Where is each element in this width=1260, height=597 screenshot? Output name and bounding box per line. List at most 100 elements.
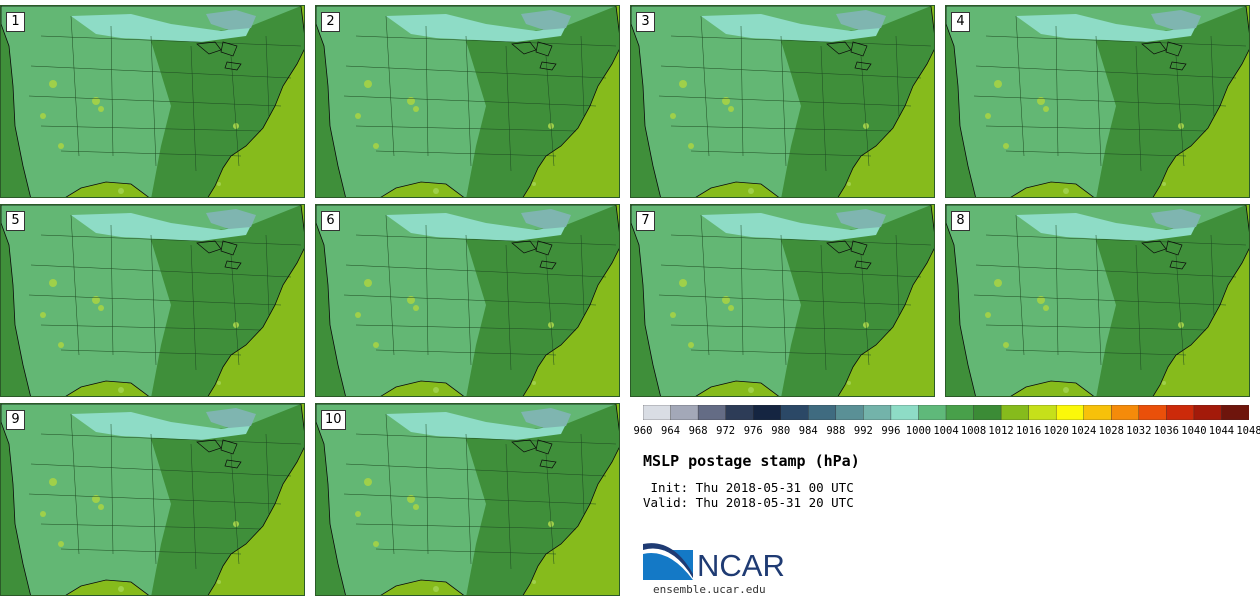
pressure-blob <box>407 296 415 304</box>
pressure-blob <box>92 296 100 304</box>
colorbar-segment <box>725 405 754 420</box>
state-border <box>1005 150 1187 157</box>
state-border <box>30 463 292 477</box>
state-border <box>150 433 157 565</box>
pressure-blob <box>847 182 851 186</box>
state-border <box>700 15 710 157</box>
state-border <box>658 294 912 306</box>
state-border <box>1135 45 1142 172</box>
state-border <box>1005 349 1187 356</box>
state-border <box>658 95 912 107</box>
state-border <box>30 65 292 79</box>
colorbar-tick: 992 <box>853 425 873 437</box>
chart-title: MSLP postage stamp (hPa) <box>643 452 860 470</box>
colorbar-segment <box>1028 405 1057 420</box>
state-border <box>1015 15 1025 157</box>
colorbar-tick: 1044 <box>1208 425 1235 437</box>
pressure-blob <box>98 504 104 510</box>
state-border <box>465 433 472 565</box>
low-pressure-area <box>386 412 566 440</box>
state-border <box>425 224 429 356</box>
pressure-blob <box>985 113 991 119</box>
colorbar-tick: 980 <box>771 425 791 437</box>
state-border <box>343 493 597 505</box>
low-pressure-area <box>701 213 881 241</box>
state-border <box>385 214 395 356</box>
site-url: ensemble.ucar.edu <box>653 583 766 596</box>
low-pressure-area <box>71 213 251 241</box>
state-border <box>700 214 710 356</box>
state-border <box>985 324 1207 331</box>
valid-time: Valid: Thu 2018-05-31 20 UTC <box>643 495 854 510</box>
state-border <box>343 95 597 107</box>
pressure-blob <box>40 113 46 119</box>
state-border <box>1095 234 1102 366</box>
stamp-panel: 10 <box>315 403 620 596</box>
pressure-blob <box>532 580 536 584</box>
pressure-blob <box>58 541 64 547</box>
stamp-map <box>946 205 1249 396</box>
pressure-band-east <box>466 205 619 396</box>
colorbar-segment <box>697 405 727 420</box>
state-border <box>670 35 932 47</box>
state-border <box>505 443 512 570</box>
coastline <box>1 404 304 595</box>
state-border <box>973 294 1227 306</box>
coastline <box>946 6 1249 197</box>
state-border <box>1015 214 1025 356</box>
coastline <box>1 205 304 396</box>
state-border <box>1135 244 1142 371</box>
colorbar-segment <box>945 405 975 420</box>
state-border <box>545 254 555 366</box>
stamp-panel: 1 <box>0 5 305 198</box>
pressure-blob <box>58 342 64 348</box>
state-border <box>40 324 262 331</box>
colorbar-tick: 1048 <box>1236 425 1260 437</box>
stamp-map <box>1 205 304 396</box>
state-border <box>580 234 585 316</box>
pressure-blob <box>670 312 676 318</box>
low-pressure-area <box>1016 213 1196 241</box>
state-border <box>230 254 240 366</box>
pressure-band-west <box>1 24 31 197</box>
state-border <box>580 433 585 515</box>
state-border <box>40 523 262 530</box>
pressure-blob <box>118 188 124 194</box>
init-time: Init: Thu 2018-05-31 00 UTC <box>643 480 854 495</box>
state-border <box>345 463 607 477</box>
low-pressure-core <box>521 209 571 229</box>
stamp-map <box>316 205 619 396</box>
colorbar-tick: 1016 <box>1015 425 1042 437</box>
state-border <box>30 264 292 278</box>
state-border <box>345 264 607 278</box>
stamp-map <box>1 6 304 197</box>
coastline <box>1 6 304 197</box>
colorbar-segment <box>1055 405 1085 420</box>
state-border <box>355 234 617 246</box>
colorbar-tick: 968 <box>688 425 708 437</box>
pressure-band-east <box>781 6 934 197</box>
coastline <box>946 205 1249 396</box>
pressure-band-west <box>946 24 976 197</box>
state-border <box>265 433 270 515</box>
colorbar-tick: 1000 <box>905 425 932 437</box>
state-border <box>60 349 242 356</box>
pressure-blob <box>994 80 1002 88</box>
pressure-blob <box>679 279 687 287</box>
pressure-blob <box>92 495 100 503</box>
colorbar-tick: 984 <box>798 425 818 437</box>
state-border <box>895 35 900 117</box>
pressure-blob <box>373 541 379 547</box>
great-lakes <box>196 240 242 270</box>
stamp-panel: 3 <box>630 5 935 198</box>
state-border <box>670 324 892 331</box>
colorbar-tick: 1020 <box>1043 425 1069 437</box>
state-border <box>985 35 1247 47</box>
state-border <box>110 25 114 157</box>
state-border <box>545 55 555 167</box>
pressure-band-east <box>151 6 304 197</box>
pressure-band-west <box>316 223 346 396</box>
pressure-band-east <box>1096 205 1249 396</box>
pressure-blob <box>1037 97 1045 105</box>
pressure-blob <box>118 387 124 393</box>
